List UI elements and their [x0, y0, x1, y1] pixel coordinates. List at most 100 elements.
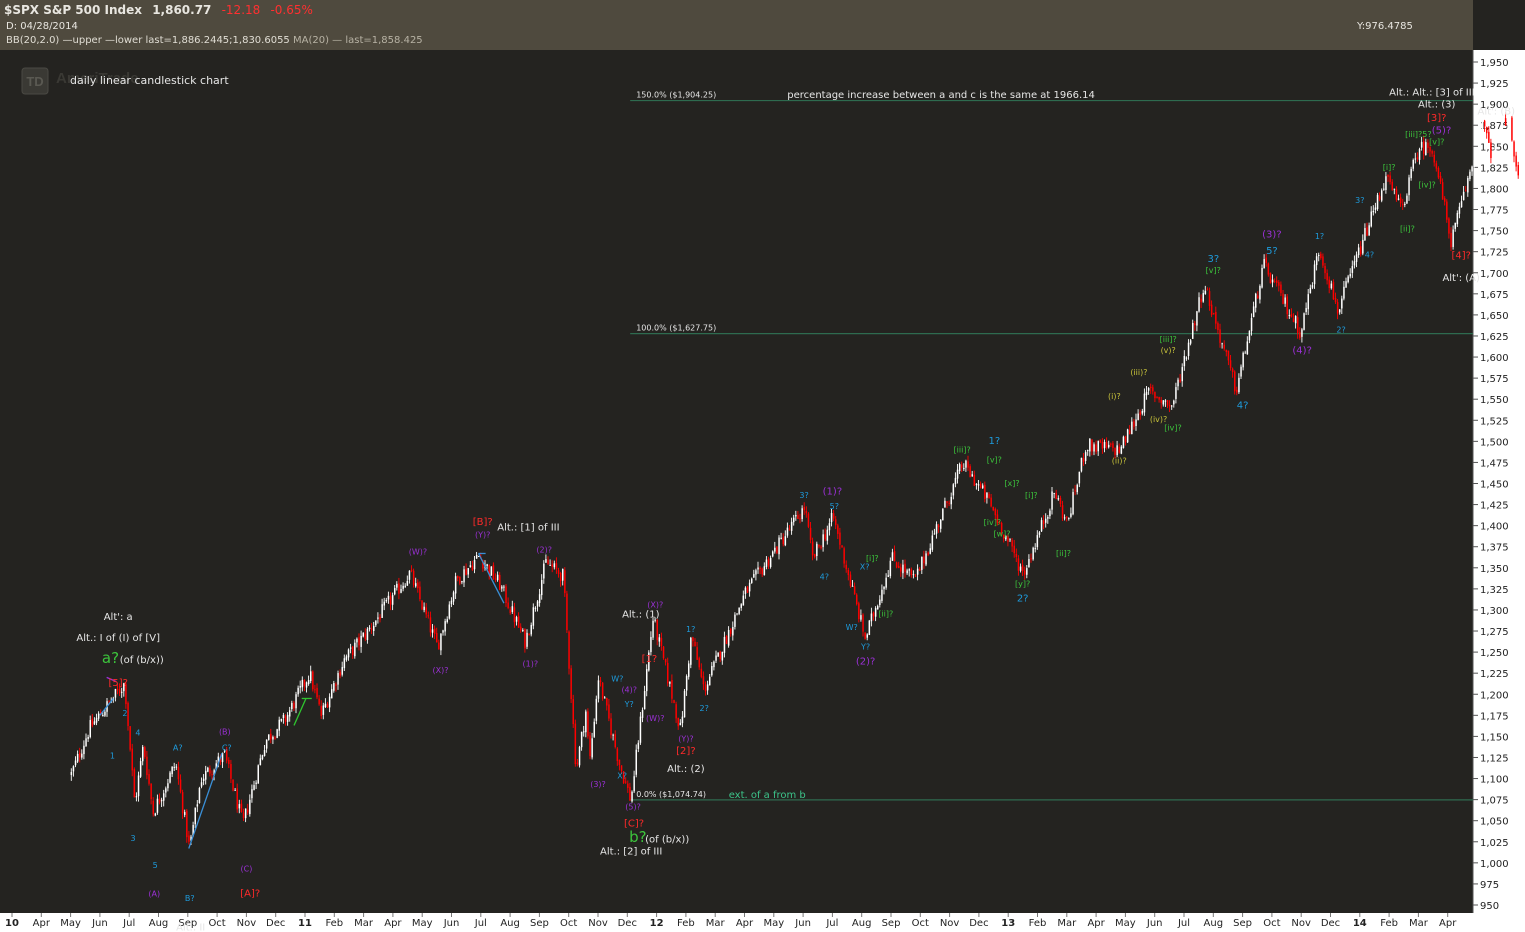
down-candle[interactable]	[1399, 197, 1402, 204]
down-candle[interactable]	[459, 576, 461, 584]
down-candle[interactable]	[767, 559, 770, 566]
up-candle[interactable]	[1410, 168, 1412, 179]
up-candle[interactable]	[297, 687, 299, 695]
up-candle[interactable]	[415, 583, 417, 587]
down-candle[interactable]	[1129, 430, 1131, 434]
down-candle[interactable]	[509, 609, 512, 613]
up-candle[interactable]	[742, 595, 745, 606]
down-candle[interactable]	[570, 668, 572, 700]
up-candle[interactable]	[822, 534, 824, 548]
down-candle[interactable]	[125, 684, 127, 705]
down-candle[interactable]	[893, 551, 896, 562]
down-candle[interactable]	[1223, 344, 1226, 349]
down-candle[interactable]	[91, 718, 94, 726]
up-candle[interactable]	[349, 647, 352, 649]
down-candle[interactable]	[524, 629, 526, 649]
up-candle[interactable]	[956, 469, 959, 479]
down-candle[interactable]	[998, 522, 1001, 524]
up-candle[interactable]	[1397, 198, 1400, 200]
down-candle[interactable]	[864, 632, 866, 639]
up-candle[interactable]	[85, 738, 87, 747]
up-candle[interactable]	[1244, 352, 1247, 354]
up-candle[interactable]	[1502, 117, 1505, 122]
down-candle[interactable]	[967, 461, 969, 468]
down-candle[interactable]	[425, 607, 428, 615]
down-candle[interactable]	[1486, 127, 1488, 134]
down-candle[interactable]	[667, 662, 669, 684]
up-candle[interactable]	[1087, 450, 1089, 452]
down-candle[interactable]	[1427, 142, 1429, 148]
down-candle[interactable]	[547, 559, 549, 565]
up-candle[interactable]	[1051, 491, 1053, 510]
down-candle[interactable]	[312, 671, 314, 690]
down-candle[interactable]	[133, 769, 136, 798]
up-candle[interactable]	[1351, 266, 1354, 273]
time-axis-panel[interactable]	[0, 913, 1473, 932]
down-candle[interactable]	[994, 508, 997, 516]
down-candle[interactable]	[803, 506, 806, 511]
up-candle[interactable]	[963, 468, 965, 470]
down-candle[interactable]	[818, 544, 820, 547]
down-candle[interactable]	[1007, 536, 1009, 542]
down-candle[interactable]	[352, 646, 354, 655]
up-candle[interactable]	[215, 763, 218, 770]
down-candle[interactable]	[725, 635, 728, 644]
down-candle[interactable]	[1439, 175, 1442, 182]
up-candle[interactable]	[652, 620, 654, 638]
up-candle[interactable]	[774, 547, 776, 552]
down-candle[interactable]	[847, 570, 850, 575]
down-candle[interactable]	[694, 641, 696, 647]
up-candle[interactable]	[1250, 317, 1253, 332]
down-candle[interactable]	[904, 563, 906, 572]
down-candle[interactable]	[520, 626, 522, 631]
up-candle[interactable]	[501, 586, 503, 589]
up-candle[interactable]	[1462, 191, 1465, 201]
up-candle[interactable]	[135, 796, 138, 798]
down-candle[interactable]	[1166, 400, 1169, 406]
up-candle[interactable]	[461, 580, 463, 583]
up-candle[interactable]	[263, 750, 266, 756]
up-candle[interactable]	[631, 791, 633, 802]
down-candle[interactable]	[900, 567, 902, 572]
up-candle[interactable]	[891, 552, 894, 561]
down-candle[interactable]	[398, 583, 400, 594]
up-candle[interactable]	[190, 836, 192, 841]
up-candle[interactable]	[868, 620, 871, 636]
up-candle[interactable]	[93, 721, 96, 725]
up-candle[interactable]	[723, 636, 726, 653]
up-candle[interactable]	[1103, 441, 1106, 449]
up-candle[interactable]	[1519, 171, 1522, 174]
down-candle[interactable]	[150, 783, 152, 800]
down-candle[interactable]	[606, 697, 608, 706]
down-candle[interactable]	[1515, 155, 1517, 167]
up-candle[interactable]	[921, 556, 923, 570]
up-candle[interactable]	[1047, 517, 1049, 519]
down-candle[interactable]	[1513, 141, 1515, 157]
down-candle[interactable]	[1179, 379, 1181, 382]
down-candle[interactable]	[700, 668, 703, 677]
down-candle[interactable]	[946, 501, 948, 503]
down-candle[interactable]	[417, 582, 419, 589]
up-candle[interactable]	[816, 543, 818, 557]
up-candle[interactable]	[184, 812, 186, 815]
up-candle[interactable]	[1143, 393, 1146, 413]
down-candle[interactable]	[990, 497, 992, 507]
up-candle[interactable]	[887, 575, 890, 577]
down-candle[interactable]	[1215, 311, 1217, 324]
down-candle[interactable]	[1112, 443, 1114, 448]
up-candle[interactable]	[1137, 413, 1139, 420]
up-candle[interactable]	[356, 638, 358, 643]
trendline-drawing[interactable]	[106, 676, 117, 683]
up-candle[interactable]	[81, 753, 83, 758]
down-candle[interactable]	[1360, 246, 1362, 255]
down-candle[interactable]	[969, 466, 971, 478]
up-candle[interactable]	[1238, 377, 1240, 393]
up-candle[interactable]	[452, 592, 455, 602]
down-candle[interactable]	[853, 586, 856, 595]
down-candle[interactable]	[746, 586, 749, 593]
down-candle[interactable]	[209, 768, 211, 774]
down-candle[interactable]	[961, 464, 963, 468]
up-candle[interactable]	[757, 567, 759, 570]
down-candle[interactable]	[797, 515, 799, 519]
up-candle[interactable]	[906, 570, 908, 574]
